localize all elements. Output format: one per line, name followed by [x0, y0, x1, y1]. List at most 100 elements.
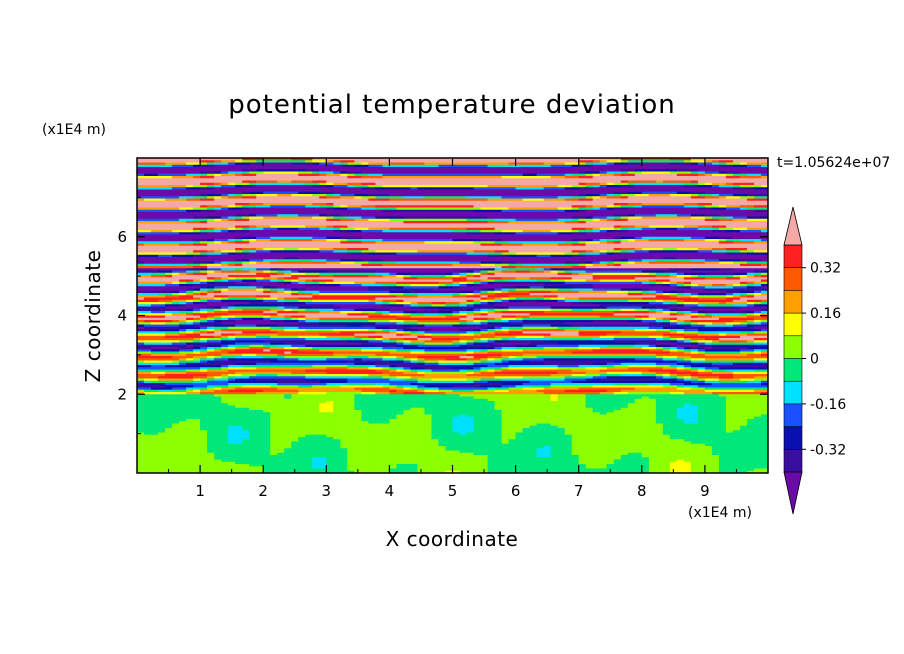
- field-cell-2494: [585, 218, 594, 222]
- field-cell-57: [536, 158, 545, 161]
- field-cell-3152: [151, 236, 159, 240]
- field-cell-3896: [319, 254, 327, 258]
- field-cell-1619: [760, 196, 768, 199]
- field-cell-395: [382, 167, 390, 170]
- field-cell-3188: [403, 236, 411, 240]
- field-cell-88: [753, 158, 762, 161]
- field-cell-1145: [592, 185, 601, 188]
- field-cell-3187: [396, 236, 404, 240]
- field-cell-4512: [221, 270, 229, 274]
- field-cell-4572: [641, 270, 650, 274]
- field-cell-604: [585, 171, 594, 175]
- field-cell-4678: [753, 272, 762, 276]
- field-cell-4677: [746, 272, 755, 276]
- field-cell-3609: [200, 248, 208, 251]
- field-cell-1340: [697, 189, 706, 193]
- field-cell-4295: [592, 263, 601, 267]
- field-cell-2017: [396, 207, 404, 211]
- field-cell-1490: [487, 194, 495, 197]
- field-cell-2621: [214, 223, 222, 226]
- field-cell-3850: [627, 252, 636, 256]
- field-cell-2368: [333, 216, 341, 220]
- field-cell-3925: [522, 254, 531, 258]
- field-cell-4174: [375, 261, 383, 265]
- field-cell-4278: [473, 263, 481, 267]
- field-cell-3603: [158, 248, 166, 251]
- field-cell-4922: [571, 279, 580, 283]
- field-cell-3861: [704, 252, 713, 256]
- field-cell-3250: [207, 239, 215, 242]
- field-cell-1791: [704, 200, 713, 204]
- field-cell-3065: [172, 234, 180, 238]
- field-cell-545: [172, 171, 180, 175]
- field-cell-1171: [144, 187, 152, 190]
- field-cell-3742: [501, 250, 509, 253]
- field-cell-2800: [207, 227, 215, 231]
- field-cell-199: [270, 162, 278, 166]
- field-cell-4625: [382, 272, 390, 276]
- field-cell-702: [641, 173, 650, 177]
- field-cell-2847: [536, 227, 545, 231]
- field-cell-3791: [214, 252, 222, 256]
- field-cell-286: [249, 164, 257, 168]
- field-cell-2150: [697, 209, 706, 213]
- field-cell-4493: [718, 268, 727, 271]
- field-cell-3705: [242, 250, 250, 253]
- field-cell-3274: [375, 239, 383, 242]
- field-cell-3126: [599, 234, 608, 238]
- field-cell-2888: [193, 230, 201, 233]
- field-cell-2505: [662, 218, 671, 222]
- field-cell-27: [326, 158, 334, 161]
- field-cell-750: [347, 176, 355, 179]
- field-cell-4921: [564, 279, 573, 283]
- field-cell-33: [368, 158, 376, 161]
- field-cell-570: [347, 171, 355, 175]
- field-cell-1943: [508, 205, 516, 208]
- field-cell-2585: [592, 221, 601, 224]
- field-cell-4152: [221, 261, 229, 265]
- field-cell-2129: [550, 209, 559, 213]
- field-cell-658: [333, 173, 341, 177]
- field-cell-3134: [655, 234, 664, 238]
- field-cell-2262: [221, 214, 229, 217]
- field-cell-3477: [536, 243, 545, 247]
- field-cell-3755: [592, 250, 601, 253]
- field-cell-1362: [221, 191, 229, 195]
- field-cell-2122: [501, 209, 509, 213]
- field-cell-453: [158, 169, 166, 172]
- field-cell-3614: [235, 248, 243, 251]
- field-cell-3348: [263, 241, 271, 244]
- field-cell-2559: [410, 221, 418, 224]
- field-cell-4523: [298, 270, 306, 274]
- field-cell-874: [585, 178, 594, 181]
- field-cell-4170: [347, 261, 355, 265]
- field-cell-1519: [690, 194, 699, 197]
- field-cell-4116: [599, 259, 608, 262]
- field-cell-4702: [291, 275, 299, 278]
- field-cell-209: [340, 162, 348, 166]
- field-cell-1834: [375, 203, 383, 206]
- field-cell-3238: [753, 236, 762, 240]
- field-cell-929: [340, 180, 348, 184]
- field-cell-4864: [165, 279, 173, 283]
- field-cell-4553: [508, 270, 516, 274]
- field-cell-3021: [494, 232, 502, 235]
- field-cell-2265: [242, 214, 250, 217]
- field-cell-1789: [690, 200, 699, 204]
- field-cell-2889: [200, 230, 208, 233]
- field-cell-3757: [606, 250, 615, 253]
- field-cell-1300: [417, 189, 425, 193]
- field-cell-4424: [235, 268, 243, 271]
- field-cell-2389: [480, 216, 488, 220]
- field-cell-2948: [613, 230, 622, 233]
- field-cell-4482: [641, 268, 650, 271]
- field-cell-2617: [186, 223, 194, 226]
- field-cell-2850: [557, 227, 566, 231]
- field-cell-2100: [347, 209, 355, 213]
- field-cell-2025: [452, 207, 460, 211]
- field-cell-1274: [235, 189, 243, 193]
- field-cell-2271: [284, 214, 292, 217]
- field-cell-4318: [753, 263, 762, 267]
- field-cell-3317: [676, 239, 685, 242]
- field-cell-3341: [214, 241, 222, 244]
